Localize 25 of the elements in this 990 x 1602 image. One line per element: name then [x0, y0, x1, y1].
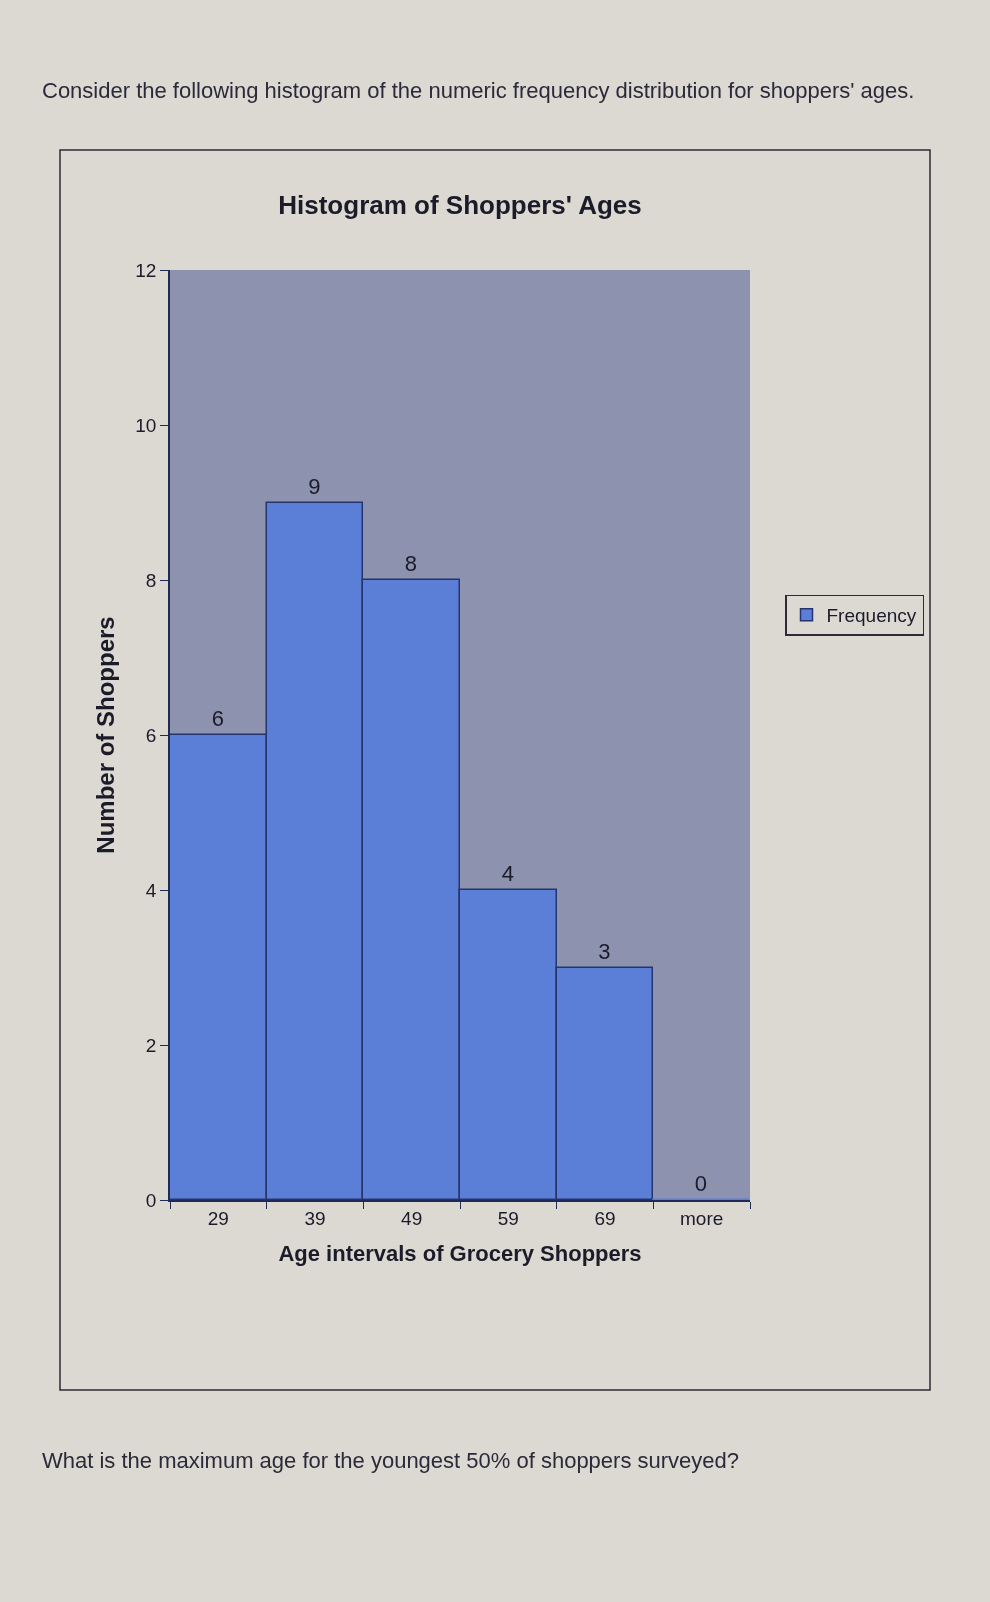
text: What is the maximum age for the youngest 50% of shoppers surveyed? — [42, 1448, 740, 1473]
y-tick-label: 6 — [145, 724, 157, 746]
chart-title: Histogram of Shoppers' Ages — [278, 190, 642, 221]
y-tick-label: 8 — [145, 569, 157, 591]
x-tick-label: 69 — [594, 1207, 616, 1229]
x-tick-label: 29 — [207, 1207, 229, 1229]
x-tick-label: more — [680, 1207, 724, 1229]
x-tick-label: 49 — [401, 1207, 423, 1229]
data-label: 3 — [598, 939, 611, 965]
legend-label: Frequency — [826, 605, 917, 627]
x-axis-title: Age intervals of Grocery Shoppers — [278, 1240, 642, 1266]
data-label: 6 — [211, 706, 224, 732]
y-tick-label: 2 — [145, 1034, 157, 1056]
data-label: 9 — [308, 474, 321, 500]
y-tick-label: 4 — [145, 879, 157, 901]
x-tick-label: 59 — [497, 1207, 519, 1229]
y-axis-title: Number of Shoppers — [91, 616, 119, 854]
y-tick-label: 12 — [135, 259, 157, 281]
text: Consider the following histogram of the numeric frequency distribution for shoppers' ages. — [42, 78, 915, 103]
y-tick-label: 10 — [135, 414, 157, 436]
x-tick-label: 39 — [304, 1207, 326, 1229]
data-label: 4 — [501, 861, 514, 887]
data-label: 0 — [694, 1171, 707, 1197]
data-label: 8 — [404, 551, 417, 577]
y-tick-label: 0 — [145, 1189, 157, 1211]
